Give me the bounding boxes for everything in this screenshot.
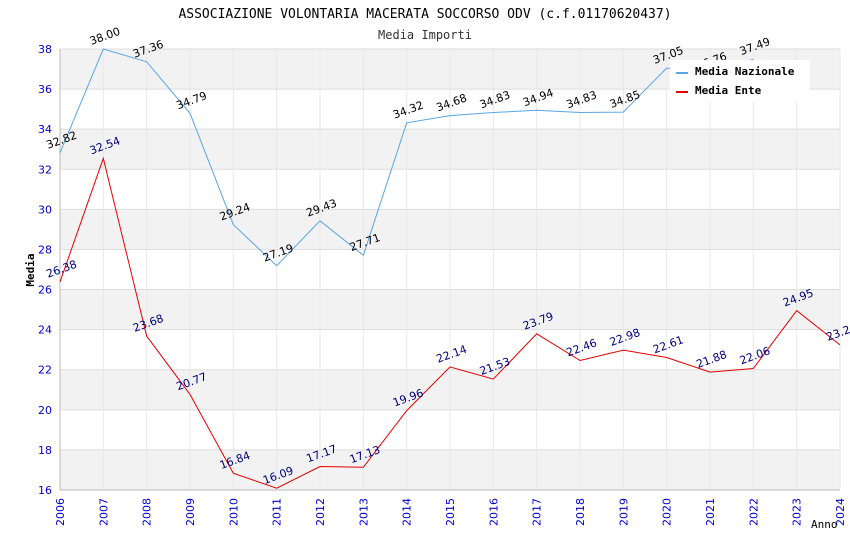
data-point: [405, 409, 408, 412]
legend-label-ente: Media Ente: [695, 84, 762, 97]
data-label: 22.61: [651, 333, 685, 356]
x-tick-label: 2007: [97, 498, 110, 526]
legend: Media Nazionale Media Ente: [670, 60, 810, 102]
y-axis-title: Media: [24, 253, 37, 286]
data-point: [535, 109, 538, 112]
data-label: 34.79: [175, 89, 209, 112]
x-tick-label: 2013: [357, 498, 370, 526]
x-tick-label: 2006: [54, 498, 67, 526]
legend-box: [670, 60, 810, 102]
y-tick-label: 18: [38, 444, 52, 457]
data-point: [622, 111, 625, 114]
y-tick-label: 38: [38, 43, 52, 56]
x-tick-label: 2021: [704, 498, 717, 526]
data-point: [665, 67, 668, 70]
data-point: [145, 60, 148, 63]
data-point: [709, 371, 712, 374]
data-point: [665, 356, 668, 359]
data-point: [319, 219, 322, 222]
data-point: [449, 114, 452, 117]
series-line-media-nazionale: [59, 48, 754, 267]
data-point: [275, 487, 278, 490]
data-point: [102, 157, 105, 160]
x-tick-labels: 2006 2007 2008 2009 2010 2011 2012 2013 2014 2015…: [54, 498, 847, 526]
x-tick-label: 2018: [574, 498, 587, 526]
y-tick-label: 30: [38, 203, 52, 216]
data-point: [189, 112, 192, 115]
x-tick-label: 2022: [747, 498, 760, 526]
data-point: [535, 332, 538, 335]
data-point: [579, 111, 582, 114]
data-point: [492, 378, 495, 381]
data-point: [232, 223, 235, 226]
y-tick-label: 34: [38, 123, 52, 136]
data-point: [102, 48, 105, 51]
data-point: [579, 359, 582, 362]
data-point: [189, 393, 192, 396]
data-point: [839, 343, 842, 346]
x-tick-label: 2012: [314, 498, 327, 526]
data-label: 34.83: [478, 88, 512, 111]
data-point: [319, 465, 322, 468]
legend-label-nazionale: Media Nazionale: [695, 65, 795, 78]
x-tick-label: 2015: [444, 498, 457, 526]
data-point: [145, 335, 148, 338]
y-tick-labels: 16 18 20 22 24 26 28 30 32 34 36 38: [38, 43, 52, 497]
x-tick-label: 2024: [834, 498, 847, 526]
y-tick-label: 24: [38, 324, 52, 337]
y-tick-label: 32: [38, 163, 52, 176]
data-point: [232, 472, 235, 475]
data-label: 34.83: [565, 88, 599, 111]
data-point: [795, 309, 798, 312]
y-tick-label: 26: [38, 284, 52, 297]
data-point: [492, 111, 495, 114]
y-tick-label: 20: [38, 404, 52, 417]
data-label: 34.85: [608, 88, 642, 111]
data-label: 38.00: [88, 25, 122, 48]
series-line-media-ente: [59, 156, 841, 489]
chart-subtitle: Media Importi: [378, 28, 472, 42]
data-point: [405, 121, 408, 124]
data-label: 21.88: [695, 348, 729, 371]
y-tick-label: 16: [38, 484, 52, 497]
data-label: 34.94: [521, 86, 555, 109]
y-tick-label: 28: [38, 243, 52, 256]
y-tick-label: 36: [38, 83, 52, 96]
data-point: [622, 349, 625, 352]
x-tick-label: 2010: [227, 498, 240, 526]
y-tick-label: 22: [38, 364, 52, 377]
data-point: [275, 264, 278, 267]
chart-title: ASSOCIAZIONE VOLONTARIA MACERATA SOCCORS…: [178, 7, 671, 22]
x-tick-label: 2020: [661, 498, 674, 526]
data-label: 22.14: [435, 343, 469, 366]
data-point: [362, 254, 365, 257]
data-label: 34.68: [435, 91, 469, 114]
data-point: [59, 280, 62, 283]
x-tick-label: 2011: [271, 498, 284, 526]
data-label: 22.46: [565, 336, 599, 359]
x-tick-label: 2008: [141, 498, 154, 526]
data-label: 22.06: [738, 344, 772, 367]
data-point: [362, 466, 365, 469]
x-axis-title: Anno: [811, 518, 838, 531]
x-tick-label: 2023: [791, 498, 804, 526]
series-lines: [59, 48, 842, 490]
data-point: [59, 151, 62, 154]
x-tick-label: 2019: [617, 498, 630, 526]
x-tick-label: 2014: [401, 498, 414, 526]
x-tick-label: 2009: [184, 498, 197, 526]
data-point: [449, 365, 452, 368]
x-tick-label: 2017: [531, 498, 544, 526]
data-label: 34.32: [391, 99, 425, 122]
x-tick-label: 2016: [487, 498, 500, 526]
data-point: [752, 367, 755, 370]
